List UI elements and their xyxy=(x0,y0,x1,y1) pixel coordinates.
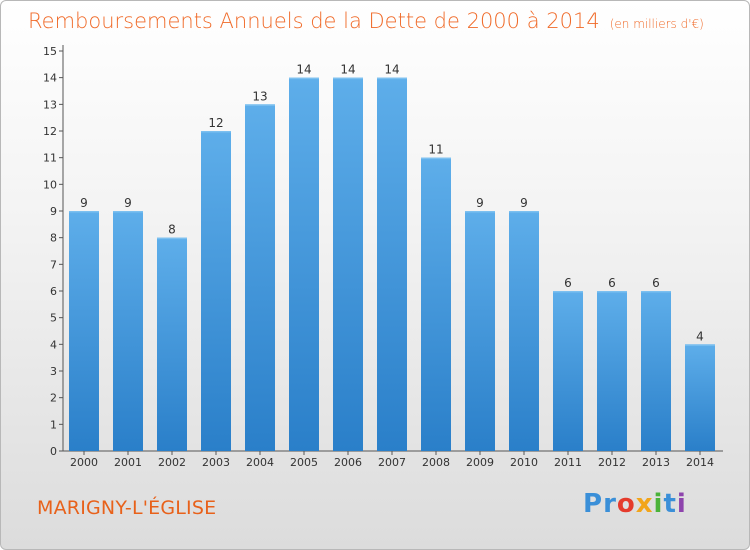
bar-2000 xyxy=(69,211,99,451)
y-tick-label: 13 xyxy=(43,98,57,111)
y-tick-label: 9 xyxy=(50,205,57,218)
bar-2003 xyxy=(201,131,231,451)
bar-value-label: 4 xyxy=(696,329,704,343)
x-tick-label: 2008 xyxy=(422,456,450,469)
y-tick-label: 10 xyxy=(43,178,57,191)
bar-value-label: 9 xyxy=(80,196,88,210)
y-tick-label: 0 xyxy=(50,445,57,458)
x-tick-label: 2006 xyxy=(334,456,362,469)
y-tick-label: 7 xyxy=(50,258,57,271)
y-tick-label: 1 xyxy=(50,418,57,431)
y-tick-label: 5 xyxy=(50,312,57,325)
bar-top-edge xyxy=(201,131,231,133)
x-tick-label: 2011 xyxy=(554,456,582,469)
logo-letter: i xyxy=(676,489,687,519)
bar-top-edge xyxy=(465,211,495,213)
x-tick-label: 2000 xyxy=(70,456,98,469)
bar-2011 xyxy=(553,291,583,451)
bar-2001 xyxy=(113,211,143,451)
bar-top-edge xyxy=(377,77,407,80)
bar-value-label: 14 xyxy=(296,63,311,77)
logo-letter: x xyxy=(635,489,654,519)
x-tick-label: 2007 xyxy=(378,456,406,469)
bar-top-edge xyxy=(641,291,671,293)
bar-top-edge xyxy=(333,77,363,80)
y-tick-label: 14 xyxy=(43,72,57,85)
bar-value-label: 9 xyxy=(124,196,132,210)
bar-value-label: 9 xyxy=(476,196,484,210)
bar-value-label: 6 xyxy=(608,276,616,290)
bar-top-edge xyxy=(509,211,539,213)
x-tick-label: 2012 xyxy=(598,456,626,469)
x-tick-label: 2004 xyxy=(246,456,274,469)
x-tick-label: 2001 xyxy=(114,456,142,469)
y-tick-label: 6 xyxy=(50,285,57,298)
logo-letter: i xyxy=(653,489,664,519)
chart-bars xyxy=(69,77,715,452)
y-tick-label: 3 xyxy=(50,365,57,378)
y-tick-label: 2 xyxy=(50,392,57,405)
y-tick-label: 8 xyxy=(50,232,57,245)
logo-letter: o xyxy=(616,489,636,519)
bar-value-label: 14 xyxy=(384,63,399,77)
bar-value-label: 6 xyxy=(652,276,660,290)
bar-2009 xyxy=(465,211,495,451)
bar-2004 xyxy=(245,104,275,451)
x-tick-label: 2002 xyxy=(158,456,186,469)
x-tick-label: 2003 xyxy=(202,456,230,469)
bar-2008 xyxy=(421,157,451,451)
x-tick-label: 2013 xyxy=(642,456,670,469)
logo-letter: P xyxy=(583,489,604,519)
bar-2005 xyxy=(289,77,319,452)
bar-value-label: 11 xyxy=(428,143,443,157)
y-tick-label: 4 xyxy=(50,338,57,351)
bar-value-label: 9 xyxy=(520,196,528,210)
chart-labels: 9 2000 9 2001 8 2002 12 2003 13 2004 14 2005 14 2006 1… xyxy=(70,63,714,469)
x-tick-label: 2014 xyxy=(686,456,714,469)
x-tick-label: 2009 xyxy=(466,456,494,469)
bar-2010 xyxy=(509,211,539,451)
chart-unit-label: (en milliers d'€) xyxy=(609,17,704,31)
x-tick-label: 2005 xyxy=(290,456,318,469)
bar-2014 xyxy=(685,344,715,451)
location-name: MARIGNY-L'ÉGLISE xyxy=(37,497,217,519)
bar-top-edge xyxy=(421,157,451,160)
logo-letter: r xyxy=(603,489,617,519)
bar-value-label: 6 xyxy=(564,276,572,290)
proxiti-logo[interactable]: Proxiti xyxy=(583,489,687,519)
bar-top-edge xyxy=(553,291,583,293)
bar-top-edge xyxy=(69,211,99,213)
bar-value-label: 13 xyxy=(252,89,267,103)
bar-top-edge xyxy=(597,291,627,293)
bar-top-edge xyxy=(113,211,143,213)
x-tick-label: 2010 xyxy=(510,456,538,469)
bar-value-label: 12 xyxy=(208,116,223,130)
bar-2007 xyxy=(377,77,407,452)
bar-top-edge xyxy=(289,77,319,80)
bar-2002 xyxy=(157,237,187,451)
bar-2012 xyxy=(597,291,627,451)
bar-top-edge xyxy=(245,104,275,106)
logo-letter: t xyxy=(663,489,677,519)
bar-value-label: 8 xyxy=(168,223,176,237)
y-tick-label: 12 xyxy=(43,125,57,138)
y-tick-label: 11 xyxy=(43,152,57,165)
bar-2013 xyxy=(641,291,671,451)
bar-value-label: 14 xyxy=(340,63,355,77)
bar-top-edge xyxy=(157,237,187,240)
y-tick-label: 15 xyxy=(43,45,57,58)
chart-title: Remboursements Annuels de la Dette de 20… xyxy=(28,9,704,33)
bar-2006 xyxy=(333,77,363,452)
bar-top-edge xyxy=(685,344,715,346)
chart-title-text: Remboursements Annuels de la Dette de 20… xyxy=(28,9,600,33)
